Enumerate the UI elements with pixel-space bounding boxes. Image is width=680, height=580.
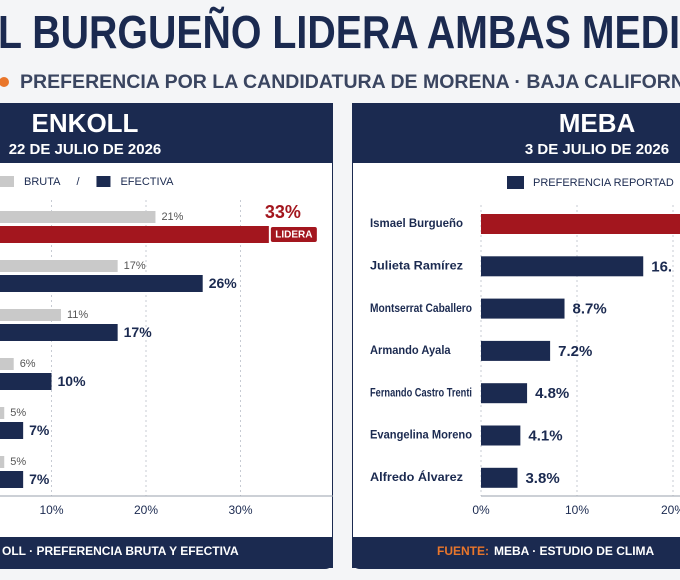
panel-date: 3 DE JULIO DE 2026 bbox=[525, 141, 669, 158]
panel-date: 22 DE JULIO DE 2026 bbox=[9, 141, 162, 158]
legend-separator: / bbox=[76, 176, 80, 188]
bar bbox=[0, 324, 118, 341]
bar bbox=[0, 309, 61, 321]
category-label: Alfredo Álvarez bbox=[370, 469, 463, 484]
value-label: 21% bbox=[161, 211, 183, 223]
panel-footer bbox=[0, 537, 333, 568]
value-label: 4.8% bbox=[535, 385, 569, 402]
bar bbox=[481, 256, 644, 277]
bullet bbox=[0, 77, 9, 87]
bar bbox=[0, 358, 14, 370]
value-label: 11% bbox=[67, 309, 88, 321]
legend-swatch bbox=[96, 176, 111, 187]
value-label: 26% bbox=[209, 275, 238, 291]
bar bbox=[481, 214, 680, 234]
x-tick-label: 30% bbox=[228, 503, 252, 517]
value-label: 7% bbox=[29, 471, 50, 487]
value-label: 16. bbox=[651, 258, 672, 275]
category-label: Ismael Burgueño bbox=[370, 216, 463, 230]
panel-left: ENKOLL 22 DE JULIO DE 2026 10% 20% 30% OLL · … bbox=[0, 103, 333, 569]
legend-label: EFECTIVA bbox=[120, 176, 174, 188]
bar bbox=[481, 298, 565, 319]
panel-right: MEBA 3 DE JULIO DE 2026 0% 10% 20% FUENTE: MEB… bbox=[352, 103, 680, 569]
category-label: Evangelina Moreno bbox=[370, 428, 472, 442]
footer-text: OLL · PREFERENCIA BRUTA Y EFECTIVA bbox=[2, 544, 239, 558]
legend-swatch bbox=[0, 176, 14, 187]
panel-title: ENKOLL bbox=[32, 108, 139, 138]
legend-label: BRUTA bbox=[24, 176, 61, 188]
value-label: 3.8% bbox=[525, 470, 559, 487]
footer-text: FUENTE: bbox=[437, 544, 489, 558]
bar bbox=[0, 471, 24, 488]
bar bbox=[481, 340, 551, 361]
annotation: LIDERA bbox=[275, 230, 312, 241]
value-label: 8.7% bbox=[573, 301, 607, 318]
value-label: 17% bbox=[124, 260, 146, 272]
value-label: 5% bbox=[10, 407, 26, 419]
value-label: 33% bbox=[265, 202, 301, 222]
category-label: Fernando Castro Trenti bbox=[370, 385, 472, 399]
bar bbox=[481, 467, 518, 488]
annotation-tag bbox=[270, 227, 317, 242]
bar bbox=[481, 425, 521, 446]
bar bbox=[0, 407, 5, 419]
bar bbox=[481, 383, 528, 404]
panel-header bbox=[352, 103, 680, 163]
bar bbox=[0, 275, 203, 292]
bar bbox=[0, 260, 118, 272]
footer-text: MEBA · ESTUDIO DE CLIMA bbox=[494, 544, 655, 558]
subtitle: PREFERENCIA POR LA CANDIDATURA DE MORENA… bbox=[20, 72, 680, 93]
x-tick-label: 20% bbox=[661, 503, 680, 517]
bar bbox=[0, 211, 156, 223]
category-label: Julieta Ramírez bbox=[370, 258, 463, 272]
category-label: Montserrat Caballero bbox=[370, 301, 472, 315]
value-label: 7.2% bbox=[558, 343, 592, 360]
bar bbox=[0, 373, 52, 390]
value-label: 5% bbox=[10, 456, 26, 468]
main-title: L BURGUEÑO LIDERA AMBAS MEDI bbox=[0, 6, 680, 58]
value-label: 10% bbox=[58, 373, 87, 389]
x-tick-label: 0% bbox=[472, 503, 490, 517]
category-label: Armando Ayala bbox=[370, 343, 451, 357]
panel-footer bbox=[352, 537, 680, 568]
bar bbox=[0, 226, 269, 243]
legend-label: PREFERENCIA REPORTAD bbox=[533, 177, 674, 189]
x-tick-label: 20% bbox=[134, 503, 158, 517]
panel-header bbox=[0, 103, 333, 163]
value-label: 17% bbox=[124, 324, 153, 340]
x-tick-label: 10% bbox=[39, 503, 63, 517]
value-label: 7% bbox=[29, 422, 50, 438]
panel-frame bbox=[352, 103, 680, 569]
value-label: 4.1% bbox=[528, 427, 562, 444]
bar bbox=[0, 456, 5, 468]
bar bbox=[0, 422, 24, 439]
value-label: 6% bbox=[20, 358, 36, 370]
legend-swatch bbox=[507, 176, 524, 189]
x-tick-label: 10% bbox=[565, 503, 589, 517]
panel-title: MEBA bbox=[559, 108, 636, 138]
